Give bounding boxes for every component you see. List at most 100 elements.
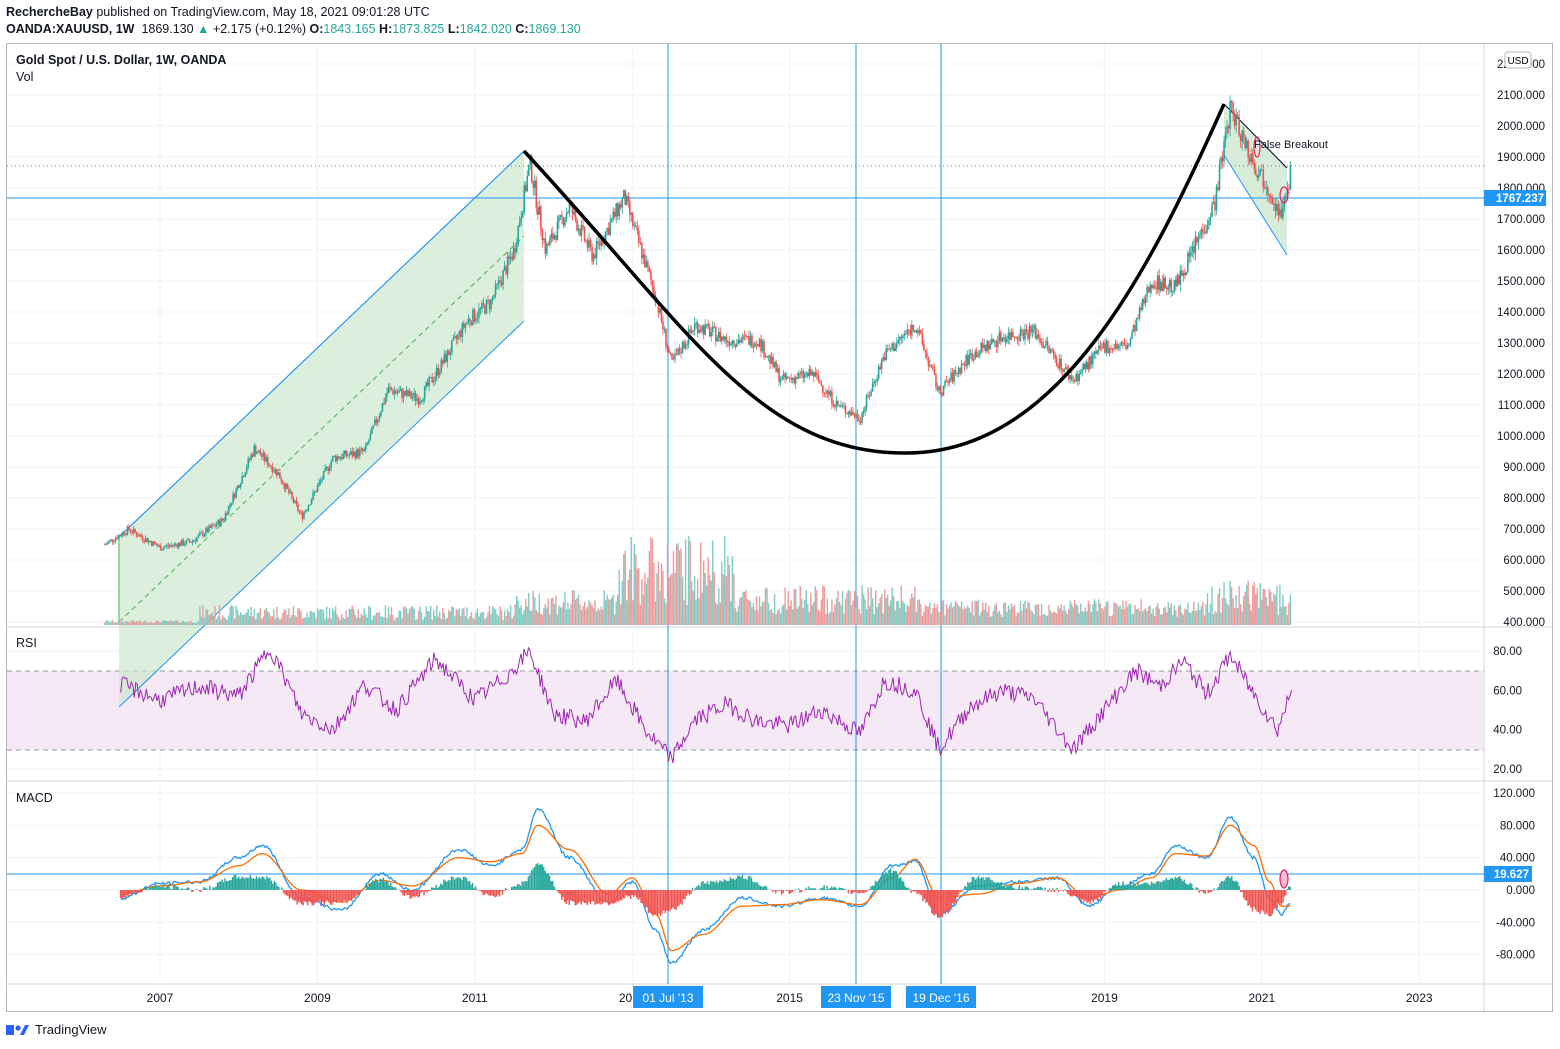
candle-body xyxy=(995,341,998,347)
candle-body xyxy=(600,239,602,246)
price-axis[interactable]: 2200.0002100.0002000.0001900.0001800.000… xyxy=(1493,59,1545,962)
candle-body xyxy=(374,419,376,426)
candle-body xyxy=(490,299,492,310)
symbol-info: OANDA:XAUUSD, 1W 1869.130 ▲ +2.175 (+0.1… xyxy=(6,22,581,36)
candle-body xyxy=(518,222,521,227)
candle-body xyxy=(1238,116,1240,136)
candle-body xyxy=(1110,348,1112,350)
candle-body xyxy=(446,350,449,363)
candle-body xyxy=(1270,195,1272,199)
candle-body xyxy=(392,390,394,395)
candle-body xyxy=(948,380,951,383)
candle-body xyxy=(111,539,114,542)
candle-body xyxy=(917,330,919,334)
candle-body xyxy=(571,204,574,215)
candle-body xyxy=(586,240,589,248)
candle-body xyxy=(378,415,381,420)
candle-body xyxy=(395,391,397,393)
candle-body xyxy=(161,549,164,551)
candle-body xyxy=(1193,246,1195,254)
candle-body xyxy=(1200,229,1203,235)
candle-body xyxy=(257,450,260,453)
price-tick-label: 600.000 xyxy=(1503,555,1545,567)
price-tick-label: 700.000 xyxy=(1503,524,1545,536)
candle-body xyxy=(535,180,538,208)
candle-body xyxy=(203,534,206,537)
candle-body xyxy=(689,329,691,333)
candle-body xyxy=(1277,204,1280,216)
candle-body xyxy=(104,544,106,546)
candle-body xyxy=(897,340,900,343)
candle-body xyxy=(1167,286,1170,290)
candle-body xyxy=(909,330,912,336)
price-tick-label: 1000.000 xyxy=(1497,431,1545,443)
publisher-name[interactable]: RechercheBay xyxy=(6,5,93,19)
candle-body xyxy=(435,367,438,377)
candle-body xyxy=(389,386,391,388)
candle-body xyxy=(500,282,503,285)
candle-body xyxy=(1030,325,1032,333)
candle-body xyxy=(908,329,910,331)
candle-body xyxy=(340,457,343,459)
candle-body xyxy=(788,377,791,379)
candle-body xyxy=(497,279,500,284)
price-tick-label: 2100.000 xyxy=(1497,90,1545,102)
candle-body xyxy=(324,468,326,471)
candle-body xyxy=(460,330,462,337)
candle-body xyxy=(980,342,983,352)
candle-body xyxy=(438,371,441,375)
candle-body xyxy=(1262,170,1265,188)
candle-body xyxy=(218,520,221,526)
time-axis[interactable]: 2007 2009 2011 2013 2015 2019 2021 2023 xyxy=(147,991,1433,1005)
candle-body xyxy=(466,321,468,324)
candle-body xyxy=(263,452,266,462)
candle-body xyxy=(144,537,147,542)
candle-body xyxy=(552,233,554,240)
candle-body xyxy=(713,326,716,328)
candle-body xyxy=(478,308,480,318)
candle-body xyxy=(549,238,551,246)
candle-body xyxy=(345,450,348,456)
candle-body xyxy=(871,383,874,392)
candle-body xyxy=(411,396,414,399)
candle-body xyxy=(429,377,432,379)
candle-body xyxy=(737,339,740,344)
candle-body xyxy=(1271,198,1274,205)
candle-body xyxy=(123,531,126,535)
symbol-label: OANDA:XAUUSD, 1W xyxy=(6,22,135,36)
candle-body xyxy=(1199,234,1201,238)
candle-body xyxy=(511,256,513,260)
candle-body xyxy=(1162,277,1165,292)
candle-body xyxy=(1158,275,1160,291)
candle-body xyxy=(1015,336,1017,338)
price-tick-label: 1100.000 xyxy=(1498,400,1545,412)
candle-body xyxy=(674,353,676,359)
candle-body xyxy=(476,317,479,319)
candle-body xyxy=(927,357,930,366)
candle-body xyxy=(1214,201,1216,211)
candle-body xyxy=(493,295,495,298)
candle-body xyxy=(764,356,767,358)
candle-body xyxy=(214,525,216,527)
candle-body xyxy=(648,267,651,272)
level-badge: 1767.237 xyxy=(1496,193,1544,205)
candle-body xyxy=(1099,345,1102,348)
candle-body xyxy=(763,341,765,357)
candle-body xyxy=(502,270,504,285)
candle-body xyxy=(247,458,249,468)
currency-badge[interactable]: USD xyxy=(1507,56,1528,67)
candle-body xyxy=(758,338,761,347)
candle-body xyxy=(1179,270,1182,285)
tradingview-logo[interactable]: TradingView xyxy=(6,1022,107,1037)
candle-body xyxy=(749,335,752,345)
candle-body xyxy=(972,358,975,361)
candle-body xyxy=(300,512,302,514)
candle-body xyxy=(1253,162,1256,170)
candle-body xyxy=(595,241,598,259)
candle-body xyxy=(1098,345,1100,351)
candle-body xyxy=(591,246,593,262)
candle-body xyxy=(289,491,292,494)
candle-body xyxy=(529,155,532,166)
channel-upper-line-stroke xyxy=(118,150,525,538)
